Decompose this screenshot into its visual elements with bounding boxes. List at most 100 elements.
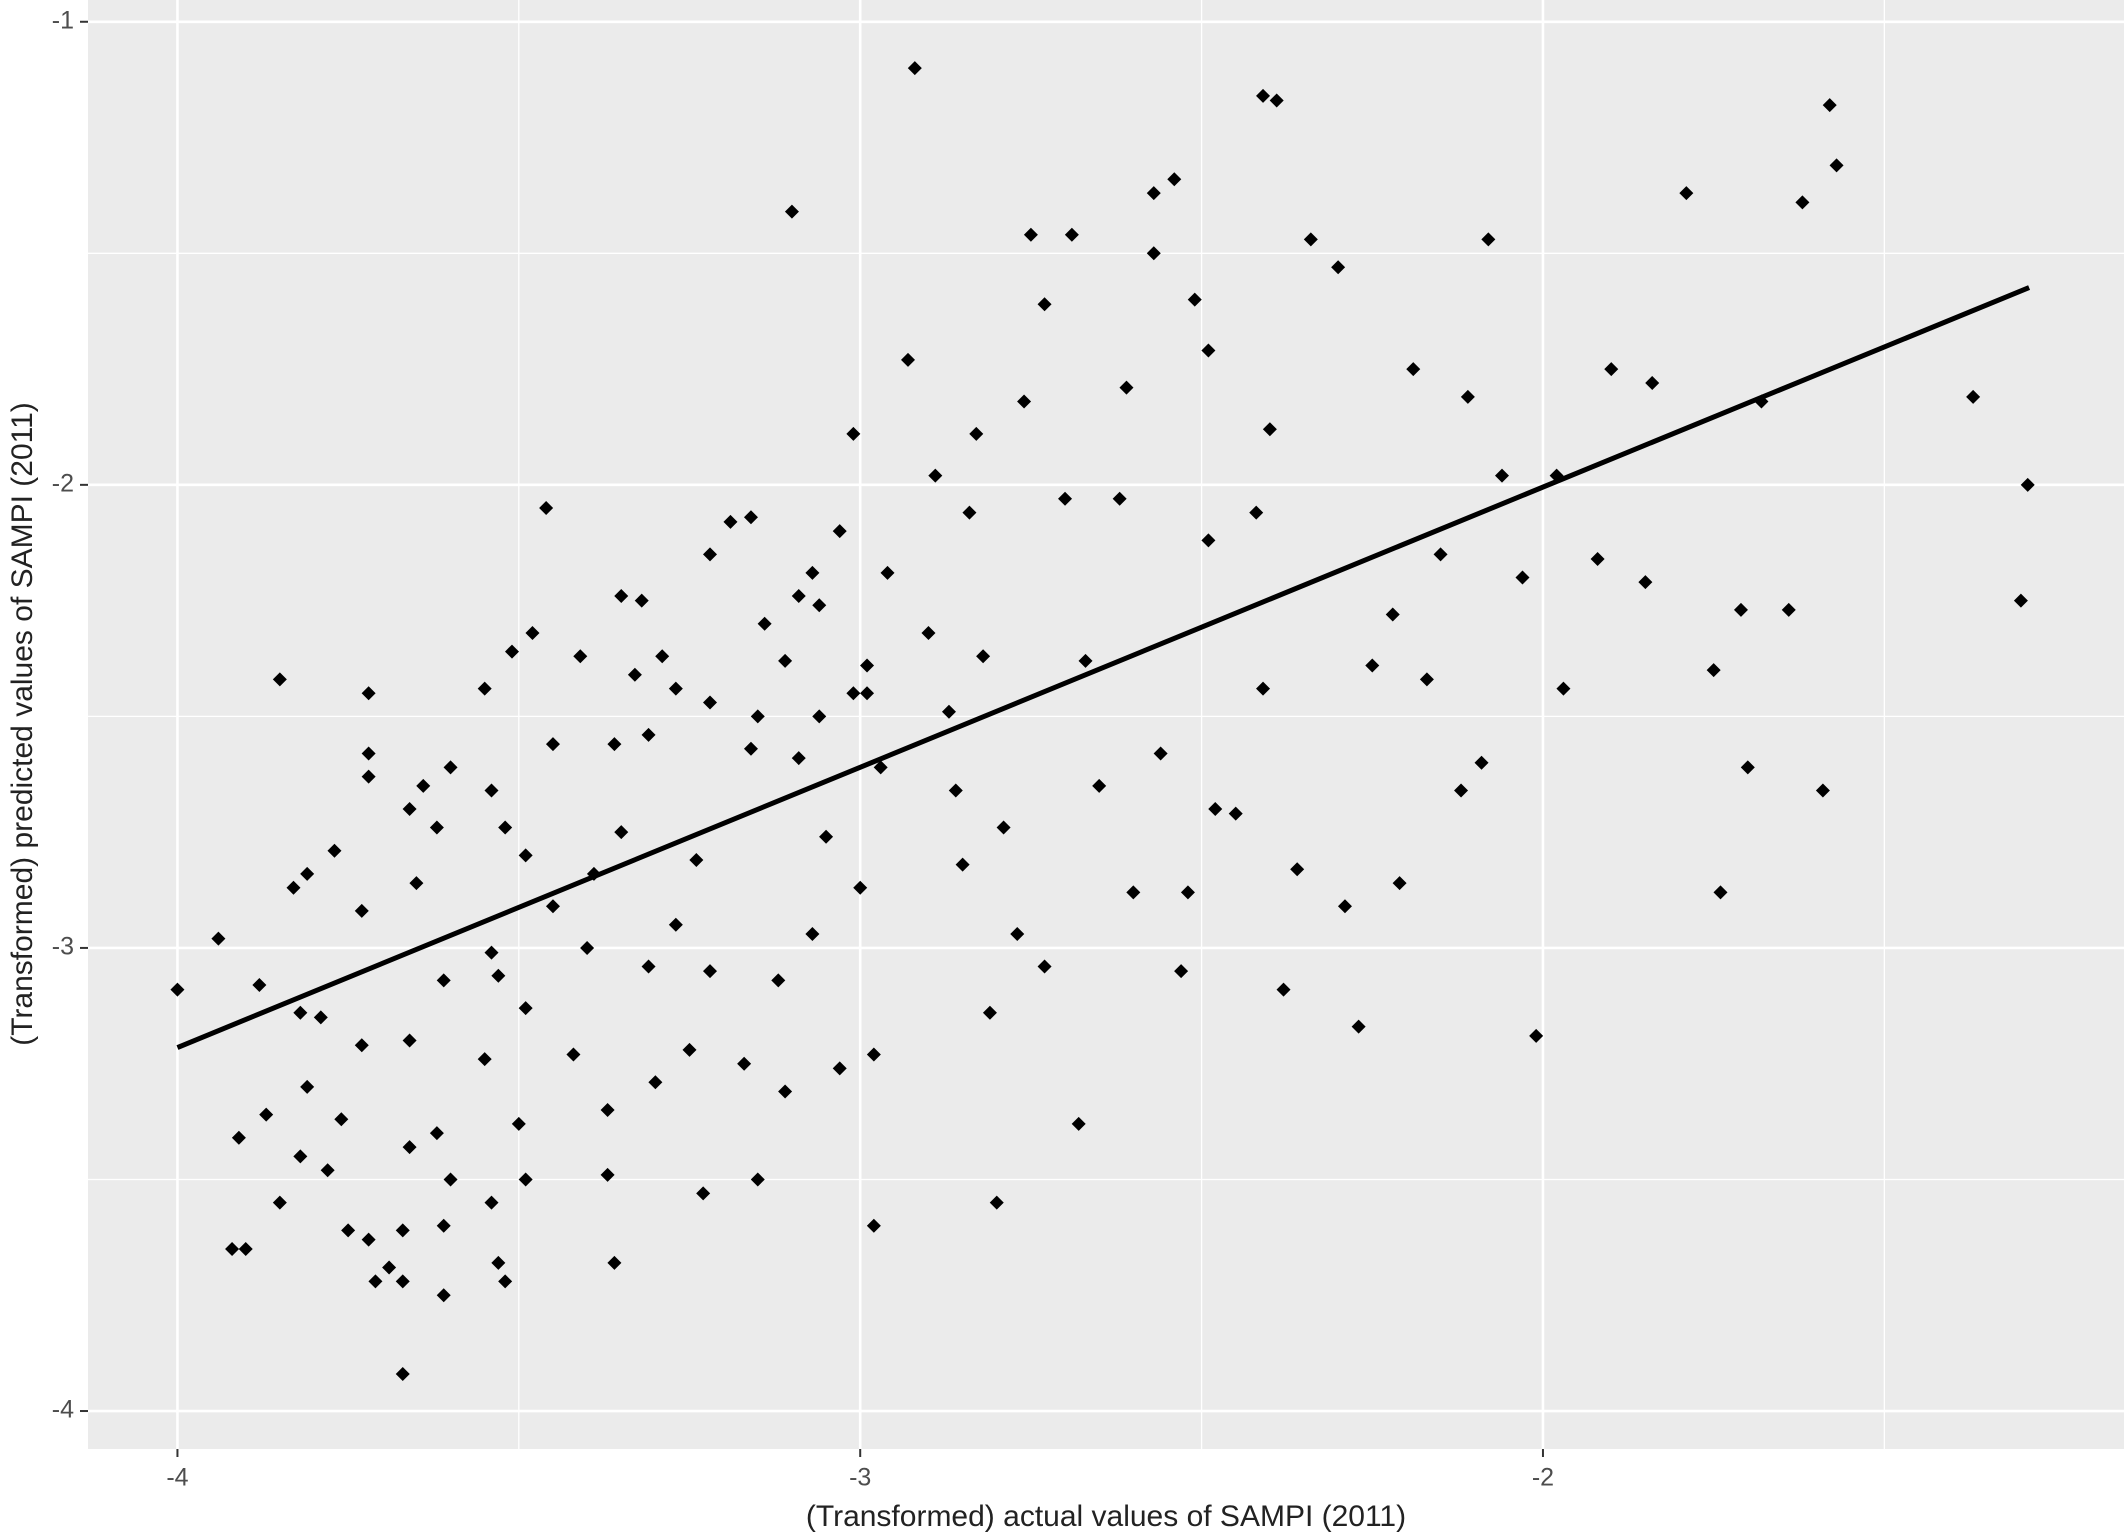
point [1269, 93, 1284, 108]
point [743, 510, 758, 525]
point [812, 709, 827, 724]
point [1556, 681, 1571, 696]
point [1795, 195, 1810, 210]
point [354, 1038, 369, 1053]
y-tick-label: -2 [52, 469, 74, 497]
point [1276, 982, 1291, 997]
point [1037, 959, 1052, 974]
point [1454, 783, 1469, 798]
point [634, 593, 649, 608]
point [395, 1366, 410, 1381]
point [607, 737, 622, 752]
point [641, 959, 656, 974]
point [361, 686, 376, 701]
point [607, 1255, 622, 1270]
point [1126, 885, 1141, 900]
point [846, 686, 861, 701]
point [723, 514, 738, 529]
point [334, 1112, 349, 1127]
point [1023, 227, 1038, 242]
point [702, 547, 717, 562]
point [812, 598, 827, 613]
point [518, 1172, 533, 1187]
point [757, 616, 772, 631]
point [1781, 602, 1796, 617]
point [907, 61, 922, 76]
point [443, 1172, 458, 1187]
point [832, 1061, 847, 1076]
point [1385, 607, 1400, 622]
point [477, 681, 492, 696]
point [948, 783, 963, 798]
point [566, 1047, 581, 1062]
point [805, 927, 820, 942]
point [1058, 491, 1073, 506]
point [1645, 375, 1660, 390]
point [778, 653, 793, 668]
x-tick-label: -4 [166, 1464, 188, 1492]
axes: -4 -3 -2 -4 -3 -2 -1 [52, 6, 1554, 1491]
point [600, 1167, 615, 1182]
point [300, 866, 315, 881]
point [545, 899, 560, 914]
point [771, 973, 786, 988]
point [361, 746, 376, 761]
point [982, 1005, 997, 1020]
point [648, 1075, 663, 1090]
point [402, 802, 417, 817]
point [498, 1274, 513, 1289]
point [921, 626, 936, 641]
point [1515, 570, 1530, 585]
point [1966, 389, 1981, 404]
point [853, 880, 868, 895]
point [805, 565, 820, 580]
point [491, 1255, 506, 1270]
point [402, 1140, 417, 1155]
point [1331, 260, 1346, 275]
point [498, 820, 513, 835]
point [504, 644, 519, 659]
point [511, 1116, 526, 1131]
point [928, 468, 943, 483]
point [436, 1218, 451, 1233]
point [1829, 158, 1844, 173]
point [832, 524, 847, 539]
point [1460, 389, 1475, 404]
point [1590, 551, 1605, 566]
x-tick-label: -2 [1532, 1464, 1554, 1492]
point [477, 1052, 492, 1067]
point [996, 820, 1011, 835]
y-axis-title: (Transformed) predicted values of SAMPI … [6, 402, 39, 1046]
y-tick-label: -4 [52, 1396, 74, 1424]
point [1290, 862, 1305, 877]
point [1713, 885, 1728, 900]
point [580, 940, 595, 955]
point [1017, 394, 1032, 409]
point [361, 769, 376, 784]
marks [170, 61, 2035, 1381]
point [211, 931, 226, 946]
x-tick-label: -3 [849, 1464, 871, 1492]
point [382, 1260, 397, 1275]
point [341, 1223, 356, 1238]
point [1092, 778, 1107, 793]
point [1262, 422, 1277, 437]
point [1815, 783, 1830, 798]
point [545, 737, 560, 752]
point [484, 945, 499, 960]
point [1119, 380, 1134, 395]
point [491, 968, 506, 983]
point [976, 649, 991, 664]
point [1256, 88, 1271, 103]
point [1208, 802, 1223, 817]
point [1228, 806, 1243, 821]
point [1365, 658, 1380, 673]
point [955, 857, 970, 872]
point [1249, 505, 1264, 520]
point [518, 848, 533, 863]
point [1474, 755, 1489, 770]
point [1679, 186, 1694, 201]
point [436, 973, 451, 988]
point [600, 1103, 615, 1118]
